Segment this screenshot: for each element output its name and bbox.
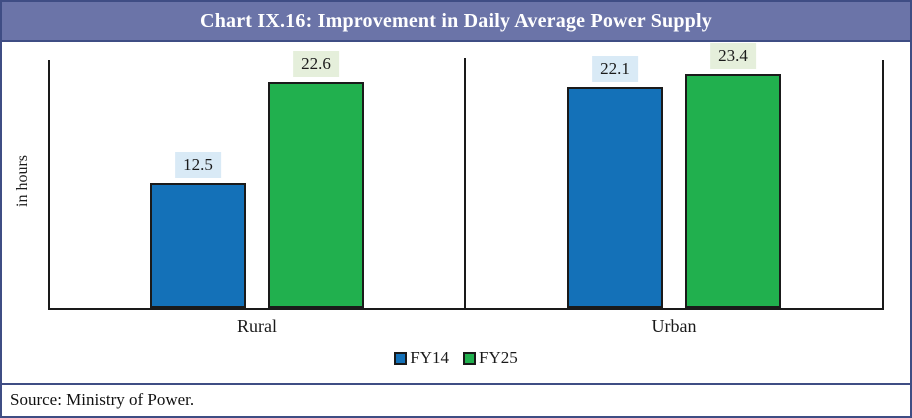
y-axis-line xyxy=(48,60,50,310)
right-axis-line xyxy=(882,60,884,310)
bar-value-label: 12.5 xyxy=(175,152,221,178)
source-text: Source: Ministry of Power. xyxy=(10,389,195,409)
bar-rural-fy25 xyxy=(268,82,364,308)
legend: FY14 FY25 xyxy=(2,348,910,368)
category-label-urban: Urban xyxy=(651,316,697,336)
bar-urban-fy25 xyxy=(685,74,781,308)
chart-title-bar: Chart IX.16: Improvement in Daily Averag… xyxy=(2,2,910,42)
chart-title: Chart IX.16: Improvement in Daily Averag… xyxy=(200,9,712,32)
category-label-rural: Rural xyxy=(237,316,277,336)
panel-divider-line xyxy=(464,58,466,310)
source-bar: Source: Ministry of Power. xyxy=(2,383,910,414)
bar-value-label: 22.1 xyxy=(592,56,638,82)
legend-item-fy25: FY25 xyxy=(463,348,518,368)
bar-rural-fy14 xyxy=(150,183,246,308)
bar-value-label: 22.6 xyxy=(293,51,339,77)
x-axis-line xyxy=(48,308,884,310)
legend-swatch-icon xyxy=(394,351,408,365)
legend-label: FY14 xyxy=(410,348,449,367)
legend-swatch-icon xyxy=(463,351,476,365)
legend-label: FY25 xyxy=(479,348,518,367)
y-axis-label: in hours xyxy=(14,155,31,207)
bar-value-label: 23.4 xyxy=(710,43,756,69)
bar-urban-fy14 xyxy=(567,87,663,308)
legend-item-fy14: FY14 xyxy=(394,348,449,368)
chart-area: in hours 12.5 22.6 22.1 23.4 Rural Urban FY1… xyxy=(2,42,910,383)
